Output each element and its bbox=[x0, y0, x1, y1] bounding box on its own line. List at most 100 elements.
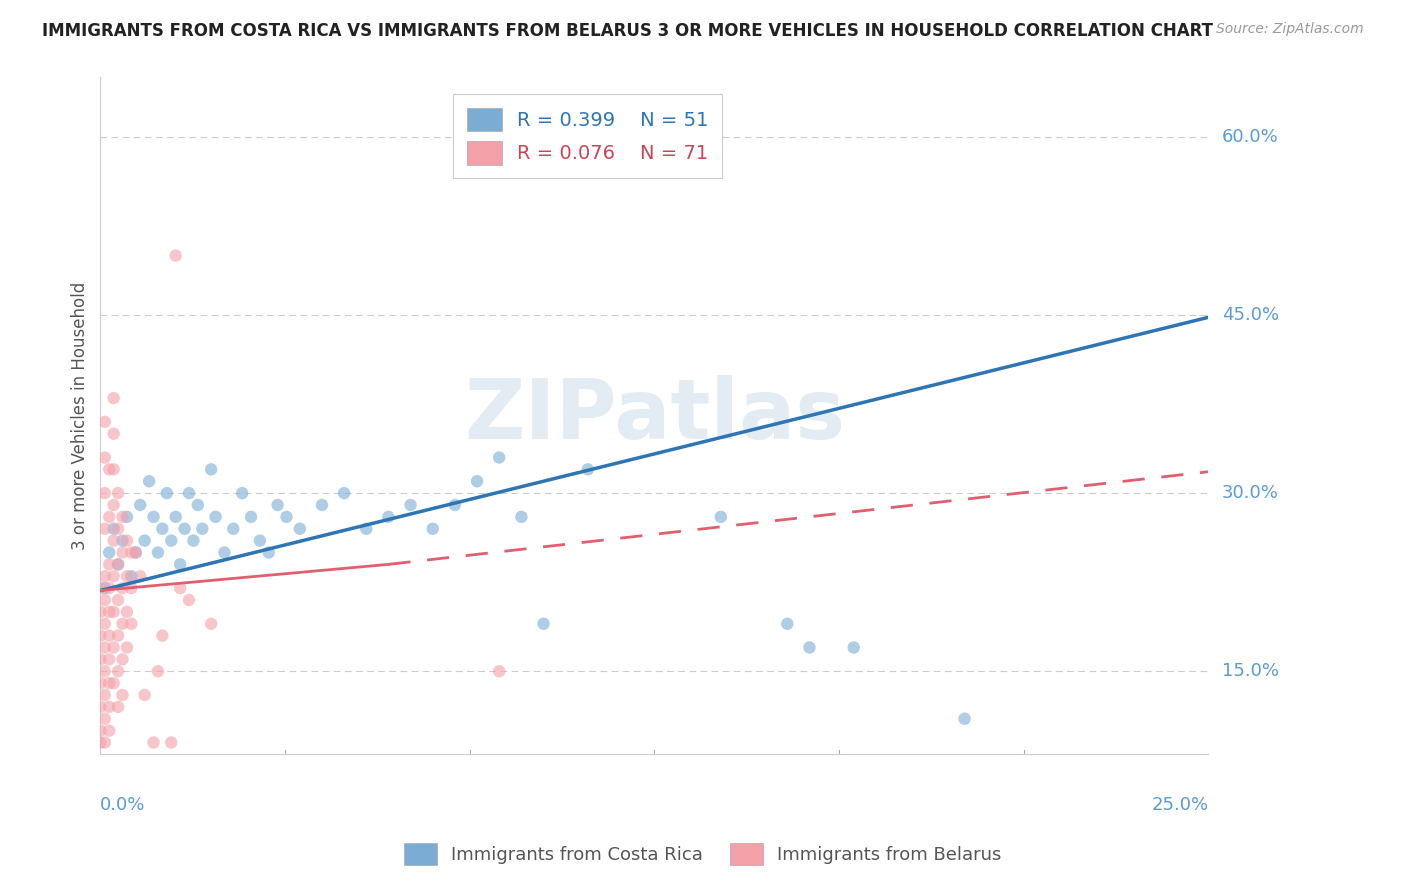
Point bbox=[98, 629, 121, 643]
Point bbox=[240, 509, 263, 524]
Legend: Immigrants from Costa Rica, Immigrants from Belarus: Immigrants from Costa Rica, Immigrants f… bbox=[395, 834, 1011, 874]
Point bbox=[222, 522, 245, 536]
Point bbox=[120, 545, 142, 559]
Point bbox=[142, 735, 165, 749]
Point bbox=[103, 533, 125, 548]
Point bbox=[98, 605, 121, 619]
Point bbox=[488, 450, 510, 465]
Point bbox=[266, 498, 288, 512]
Point bbox=[125, 545, 148, 559]
Point bbox=[107, 558, 129, 572]
Point bbox=[115, 640, 138, 655]
Point bbox=[399, 498, 422, 512]
Point bbox=[107, 699, 129, 714]
Text: 60.0%: 60.0% bbox=[1222, 128, 1278, 145]
Point bbox=[111, 509, 134, 524]
Point bbox=[276, 509, 298, 524]
Point bbox=[465, 474, 488, 488]
Point bbox=[187, 498, 209, 512]
Text: 15.0%: 15.0% bbox=[1222, 662, 1278, 681]
Legend: R = 0.399    N = 51, R = 0.076    N = 71: R = 0.399 N = 51, R = 0.076 N = 71 bbox=[453, 94, 723, 178]
Point bbox=[94, 616, 117, 631]
Point bbox=[107, 665, 129, 679]
Point bbox=[257, 545, 280, 559]
Point bbox=[377, 509, 399, 524]
Point bbox=[89, 676, 111, 690]
Text: IMMIGRANTS FROM COSTA RICA VS IMMIGRANTS FROM BELARUS 3 OR MORE VEHICLES IN HOUS: IMMIGRANTS FROM COSTA RICA VS IMMIGRANTS… bbox=[42, 22, 1213, 40]
Point bbox=[183, 533, 205, 548]
Text: 25.0%: 25.0% bbox=[1152, 796, 1208, 814]
Point bbox=[103, 391, 125, 405]
Point bbox=[152, 522, 174, 536]
Point bbox=[89, 581, 111, 595]
Point bbox=[107, 593, 129, 607]
Point bbox=[115, 533, 138, 548]
Point bbox=[103, 676, 125, 690]
Text: ZIPatlas: ZIPatlas bbox=[464, 376, 845, 457]
Point bbox=[111, 533, 134, 548]
Point bbox=[311, 498, 333, 512]
Point bbox=[103, 640, 125, 655]
Point bbox=[288, 522, 311, 536]
Point bbox=[120, 569, 142, 583]
Point bbox=[111, 652, 134, 666]
Point bbox=[89, 652, 111, 666]
Point bbox=[103, 569, 125, 583]
Point bbox=[146, 545, 169, 559]
Point bbox=[576, 462, 599, 476]
Point bbox=[115, 569, 138, 583]
Point bbox=[146, 665, 169, 679]
Point bbox=[214, 545, 236, 559]
Point bbox=[191, 522, 214, 536]
Point bbox=[98, 558, 121, 572]
Point bbox=[107, 486, 129, 500]
Point bbox=[231, 486, 253, 500]
Point bbox=[134, 533, 156, 548]
Point bbox=[94, 640, 117, 655]
Point bbox=[129, 569, 152, 583]
Point bbox=[142, 509, 165, 524]
Point bbox=[103, 522, 125, 536]
Point bbox=[98, 462, 121, 476]
Text: 0.0%: 0.0% bbox=[100, 796, 146, 814]
Point bbox=[776, 616, 799, 631]
Point bbox=[111, 581, 134, 595]
Point bbox=[152, 629, 174, 643]
Point bbox=[160, 533, 183, 548]
Point bbox=[200, 616, 222, 631]
Point bbox=[510, 509, 533, 524]
Point bbox=[842, 640, 865, 655]
Point bbox=[89, 699, 111, 714]
Point bbox=[356, 522, 378, 536]
Point bbox=[422, 522, 444, 536]
Point bbox=[799, 640, 821, 655]
Point bbox=[333, 486, 356, 500]
Point bbox=[120, 616, 142, 631]
Point bbox=[115, 509, 138, 524]
Point bbox=[169, 581, 191, 595]
Point bbox=[111, 688, 134, 702]
Point bbox=[200, 462, 222, 476]
Point bbox=[94, 593, 117, 607]
Point bbox=[129, 498, 152, 512]
Point bbox=[134, 688, 156, 702]
Point bbox=[94, 735, 117, 749]
Point bbox=[94, 486, 117, 500]
Point bbox=[98, 723, 121, 738]
Point bbox=[488, 665, 510, 679]
Point bbox=[98, 676, 121, 690]
Point bbox=[710, 509, 733, 524]
Point bbox=[249, 533, 271, 548]
Point bbox=[177, 593, 200, 607]
Point bbox=[89, 605, 111, 619]
Point bbox=[111, 545, 134, 559]
Point bbox=[94, 665, 117, 679]
Point bbox=[98, 545, 121, 559]
Point bbox=[94, 450, 117, 465]
Point bbox=[94, 581, 117, 595]
Point bbox=[953, 712, 976, 726]
Point bbox=[98, 652, 121, 666]
Point bbox=[204, 509, 226, 524]
Point bbox=[98, 509, 121, 524]
Point bbox=[94, 522, 117, 536]
